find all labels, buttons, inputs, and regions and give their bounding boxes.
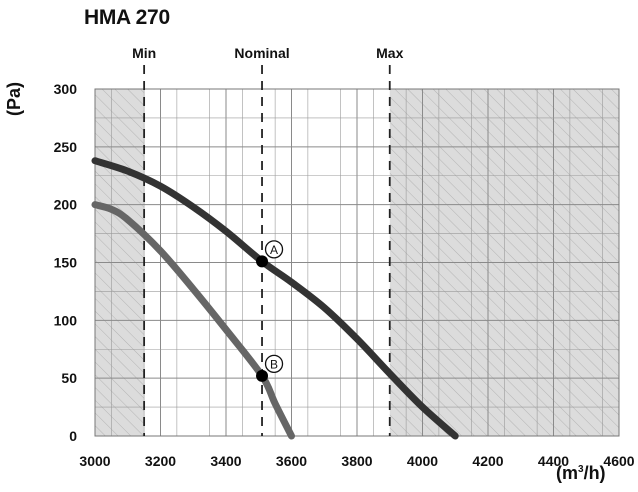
x-tick-label: 3400 <box>210 453 241 469</box>
x-axis-label-superscript: 3 <box>578 464 584 475</box>
y-tick-label: 0 <box>69 428 77 444</box>
x-axis-label-tail: /h) <box>583 463 606 483</box>
y-tick-label: 150 <box>54 255 78 271</box>
operating-point <box>256 369 269 382</box>
x-tick-label: 4200 <box>472 453 503 469</box>
operating-point <box>256 255 269 268</box>
chart-title: HMA 270 <box>84 6 170 29</box>
fan-curve-2 <box>91 201 295 440</box>
x-tick-label: 3600 <box>276 453 307 469</box>
reference-line-label: Max <box>376 45 403 61</box>
operating-point-label: A <box>270 243 278 257</box>
x-tick-label: 4000 <box>407 453 438 469</box>
reference-line-label: Min <box>132 45 156 61</box>
x-tick-label: 3000 <box>79 453 110 469</box>
x-axis-label: (m3/h) <box>556 463 606 484</box>
reference-line-label: Nominal <box>234 45 289 61</box>
y-tick-label: 200 <box>54 197 78 213</box>
y-tick-label: 50 <box>61 370 77 386</box>
operating-point-marker <box>264 354 284 374</box>
x-tick-label: 4400 <box>538 453 569 469</box>
plot-frame <box>94 88 620 437</box>
operating-point-label: B <box>270 357 278 371</box>
y-tick-label: 250 <box>54 139 78 155</box>
y-tick-label: 300 <box>54 81 78 97</box>
x-axis-label-main: (m <box>556 463 578 483</box>
y-tick-label: 100 <box>54 312 78 328</box>
operating-point-marker <box>264 240 284 259</box>
x-tick-label: 4600 <box>603 453 634 469</box>
x-tick-label: 3200 <box>145 453 176 469</box>
x-tick-label: 3800 <box>341 453 372 469</box>
fan-curve-1 <box>91 157 459 440</box>
